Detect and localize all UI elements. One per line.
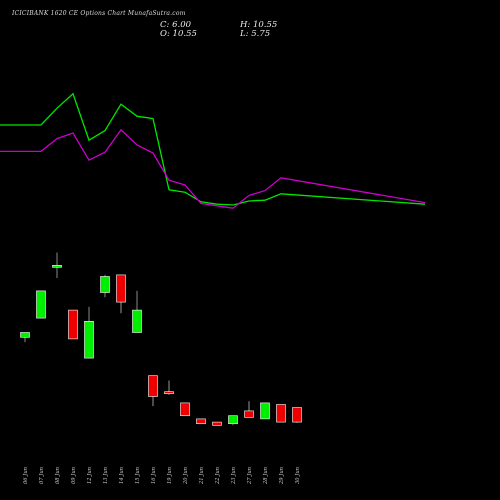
x-tick-label: 15 Jun [135,467,141,484]
candle-body-down [180,402,190,416]
x-tick-label: 14 Jun [119,467,125,484]
indicator-line-1 [0,92,426,206]
x-tick-label: 19 Jun [167,467,173,484]
chart-title: ICICIBANK 1620 CE Options Chart MunafaSu… [12,10,186,17]
candle-body-up [36,290,46,319]
x-tick-label: 16 Jun [151,467,157,484]
high-value-label: H: 10.55 [240,20,278,30]
candle-body-down [148,375,158,397]
candle-body-up [100,276,110,293]
x-tick-label: 27 Jun [247,467,253,485]
x-tick-label: 12 Jun [87,467,93,484]
candle-body-up [260,402,270,420]
indicator-line-2 [0,128,426,209]
x-tick-label: 20 Jun [183,467,189,485]
candle-body-down [164,391,174,395]
candle-body-down [116,274,126,303]
candle-body-down [212,421,222,426]
low-value-label: L: 5.75 [240,29,271,39]
candle-body-up [20,332,30,338]
x-tick-label: 23 Jun [231,467,237,485]
x-tick-label: 07 Jun [39,467,45,484]
close-value-label: C: 6.00 [160,20,192,30]
candle-body-down [276,404,286,423]
x-tick-label: 30 Jun [295,467,301,484]
x-tick-label: 13 Jun [103,467,109,484]
candle-body-up [132,309,142,333]
x-tick-label: 09 Jun [71,467,77,484]
x-tick-label: 06 Jun [23,467,29,484]
candle-body-up [52,264,62,268]
candle-body-down [196,418,206,424]
x-tick-label: 22 Jun [215,467,221,485]
x-tick-label: 29 Jun [279,467,285,485]
x-tick-label: 08 Jun [55,467,61,484]
candle-body-down [68,309,78,340]
candle-body-down [292,407,302,423]
candle-body-up [84,320,94,359]
x-tick-label: 21 Jun [199,467,205,485]
candle-body-down [244,410,254,418]
candle-body-up [228,415,238,425]
x-tick-label: 28 Jun [263,467,269,485]
open-value-label: O: 10.55 [160,29,197,39]
